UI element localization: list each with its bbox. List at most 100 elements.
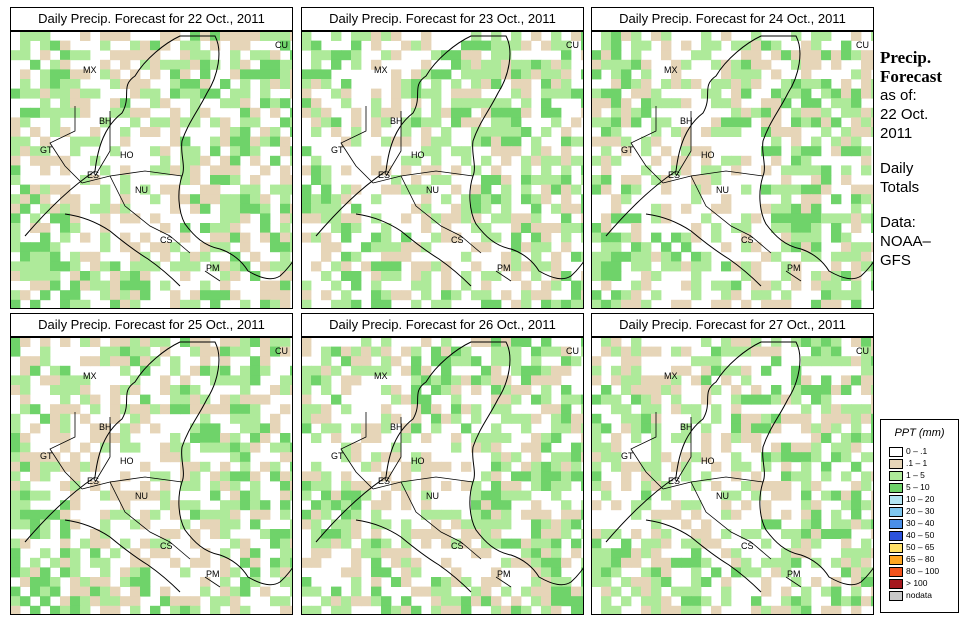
precip-cell — [20, 481, 31, 491]
precip-cell — [431, 404, 442, 415]
precip-cell — [601, 136, 612, 147]
precip-cell — [821, 394, 832, 405]
precip-cell — [621, 59, 632, 70]
country-border — [630, 412, 664, 490]
precip-cell — [791, 127, 802, 137]
precip-cell — [611, 365, 622, 376]
precip-cell — [641, 251, 652, 262]
precip-cell — [240, 127, 251, 137]
precip-cell — [611, 452, 622, 463]
precip-cell — [741, 461, 752, 472]
precip-cell — [701, 365, 712, 376]
precip-cell — [771, 203, 782, 214]
precip-cell — [861, 356, 872, 367]
country-border — [400, 175, 462, 237]
precip-cell — [391, 290, 402, 301]
precip-cell — [110, 586, 121, 597]
precip-cell — [100, 203, 111, 214]
precip-cell — [351, 567, 362, 578]
precip-cell — [651, 88, 662, 99]
precip-cell — [30, 356, 41, 367]
precip-cell — [501, 557, 512, 568]
precip-cell — [631, 529, 642, 539]
precip-cell — [180, 40, 191, 51]
precip-cell — [811, 346, 822, 357]
precip-cell — [701, 165, 712, 176]
precip-cell — [551, 548, 562, 559]
precip-cell — [621, 385, 632, 395]
precip-cell — [481, 596, 492, 607]
precip-cell — [220, 519, 231, 530]
precip-cell — [591, 50, 602, 61]
precip-cell — [90, 356, 101, 367]
precip-cell — [50, 155, 61, 166]
precip-cell — [321, 271, 332, 281]
precip-cell — [40, 88, 51, 99]
precip-cell — [311, 509, 322, 520]
precip-cell — [100, 538, 111, 549]
precip-cell — [591, 232, 602, 243]
precip-cell — [841, 127, 852, 137]
precip-cell — [481, 184, 492, 195]
precip-cell — [421, 452, 432, 463]
precip-cell — [541, 107, 552, 118]
precip-cell — [331, 500, 342, 511]
precip-cell — [491, 471, 502, 482]
precip-cell — [40, 271, 51, 281]
precip-cell — [301, 165, 312, 176]
precip-cell — [871, 596, 874, 607]
precip-cell — [200, 577, 211, 587]
precip-cell — [250, 375, 261, 386]
precip-cell — [751, 423, 762, 434]
precip-cell — [50, 261, 61, 272]
precip-cell — [541, 242, 552, 253]
precip-cell — [691, 481, 702, 491]
precip-cell — [381, 271, 392, 281]
precip-cell — [701, 394, 712, 405]
precip-cell — [200, 548, 211, 559]
precip-cell — [170, 404, 181, 415]
precip-cell — [731, 557, 742, 568]
precip-cell — [90, 538, 101, 549]
country-border — [340, 412, 374, 490]
precip-cell — [551, 404, 562, 415]
precip-cell — [731, 509, 742, 520]
precip-cell — [311, 529, 322, 539]
precip-cell — [230, 413, 241, 424]
precip-cell — [351, 107, 362, 118]
precip-cell — [190, 175, 201, 185]
precip-cell — [341, 519, 352, 530]
precip-cell — [851, 337, 862, 347]
precip-cell — [581, 404, 584, 415]
precip-cell — [361, 538, 372, 549]
precip-cell — [40, 79, 51, 89]
precip-cell — [691, 356, 702, 367]
precip-cell — [280, 40, 291, 51]
precip-cell — [180, 605, 191, 615]
precip-cell — [451, 538, 462, 549]
precip-cell — [40, 50, 51, 61]
precip-cell — [60, 375, 71, 386]
precip-cell — [501, 203, 512, 214]
precip-cell — [250, 404, 261, 415]
precip-cell — [801, 596, 812, 607]
precip-cell — [110, 394, 121, 405]
precip-cell — [741, 337, 752, 347]
precip-cell — [781, 567, 792, 578]
precip-cell — [371, 452, 382, 463]
precip-cell — [110, 481, 121, 491]
precip-cell — [641, 404, 652, 415]
precip-cell — [451, 98, 462, 109]
precip-cell — [351, 223, 362, 233]
region-label: CU — [275, 40, 288, 50]
precip-cell — [551, 538, 562, 549]
precip-cell — [130, 519, 141, 530]
precip-cell — [280, 557, 291, 568]
precip-cell — [631, 261, 642, 272]
precip-cell — [150, 213, 161, 224]
precip-cell — [371, 586, 382, 597]
precip-cell — [471, 98, 482, 109]
precip-cell — [341, 481, 352, 491]
precip-cell — [771, 394, 782, 405]
precip-cell — [260, 69, 271, 80]
